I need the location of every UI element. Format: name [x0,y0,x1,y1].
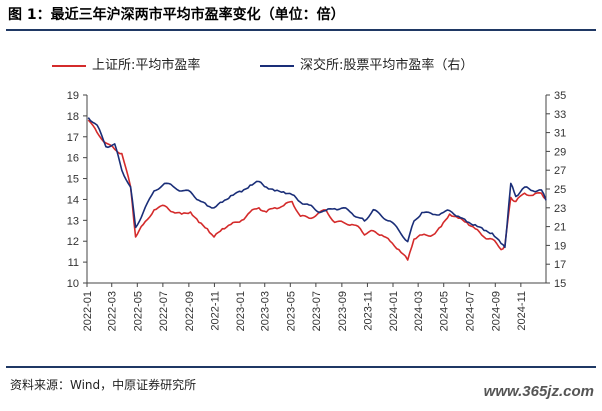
legend-item-shenzhen: 深交所:股票平均市盈率（右） [260,54,473,73]
legend-label-shanghai: 上证所:平均市盈率 [92,58,201,73]
x-tick-label: 2022-07 [158,291,170,331]
y-tick-label-right: 25 [554,184,566,196]
y-tick-label-left: 13 [67,215,79,227]
y-tick-label-right: 15 [554,278,566,290]
title-rule [6,29,596,31]
x-tick-label: 2022-11 [209,291,221,331]
x-tick-label: 2023-07 [311,291,323,331]
x-tick-label: 2023-01 [235,291,247,331]
y-tick-label-left: 16 [67,153,79,165]
y-tick-label-right: 29 [554,146,566,158]
series-line-shenzhen [87,117,547,249]
x-tick-label: 2022-03 [107,291,119,331]
x-tick-label: 2023-09 [337,291,349,331]
source-rule [6,366,596,368]
x-tick-label: 2024-07 [464,291,476,331]
series-line-shanghai [87,119,547,261]
y-tick-label-left: 12 [67,236,79,248]
x-tick-label: 2022-05 [132,291,144,331]
x-tick-label: 2023-05 [285,291,297,331]
y-tick-label-left: 14 [67,194,79,206]
x-tick-label: 2024-05 [439,291,451,331]
y-tick-label-left: 18 [67,111,79,123]
x-tick-label: 2024-03 [413,291,425,331]
x-tick-label: 2024-09 [490,291,502,331]
y-tick-label-left: 10 [67,278,79,290]
y-tick-label-right: 27 [554,165,566,177]
y-tick-label-left: 19 [67,90,79,102]
legend-swatch-shenzhen [260,64,294,67]
y-tick-label-right: 17 [554,259,566,271]
x-tick-label: 2023-03 [260,291,272,331]
y-tick-label-right: 35 [554,90,566,102]
source-note: 资料来源：Wind，中原证券研究所 [10,378,197,392]
x-tick-label: 2024-11 [516,291,528,331]
y-tick-label-left: 17 [67,132,79,144]
y-tick-label-left: 15 [67,174,79,186]
legend-label-shenzhen: 深交所:股票平均市盈率（右） [300,58,474,73]
watermark: www.365jz.com [483,383,594,400]
y-tick-label-right: 31 [554,128,566,140]
y-tick-label-right: 19 [554,240,566,252]
legend-swatch-shanghai [52,64,86,67]
y-tick-label-right: 33 [554,109,566,121]
legend-item-shanghai: 上证所:平均市盈率 [52,54,200,73]
x-tick-label: 2022-09 [184,291,196,331]
y-tick-label-left: 11 [68,257,79,269]
x-tick-label: 2022-01 [82,291,94,331]
chart-title: 图 1：最近三年沪深两市平均市盈率变化（单位：倍） [8,7,345,23]
y-tick-label-right: 23 [554,203,566,215]
x-tick-label: 2024-01 [388,291,400,331]
x-tick-label: 2023-11 [362,291,374,331]
y-tick-label-right: 21 [554,222,566,234]
